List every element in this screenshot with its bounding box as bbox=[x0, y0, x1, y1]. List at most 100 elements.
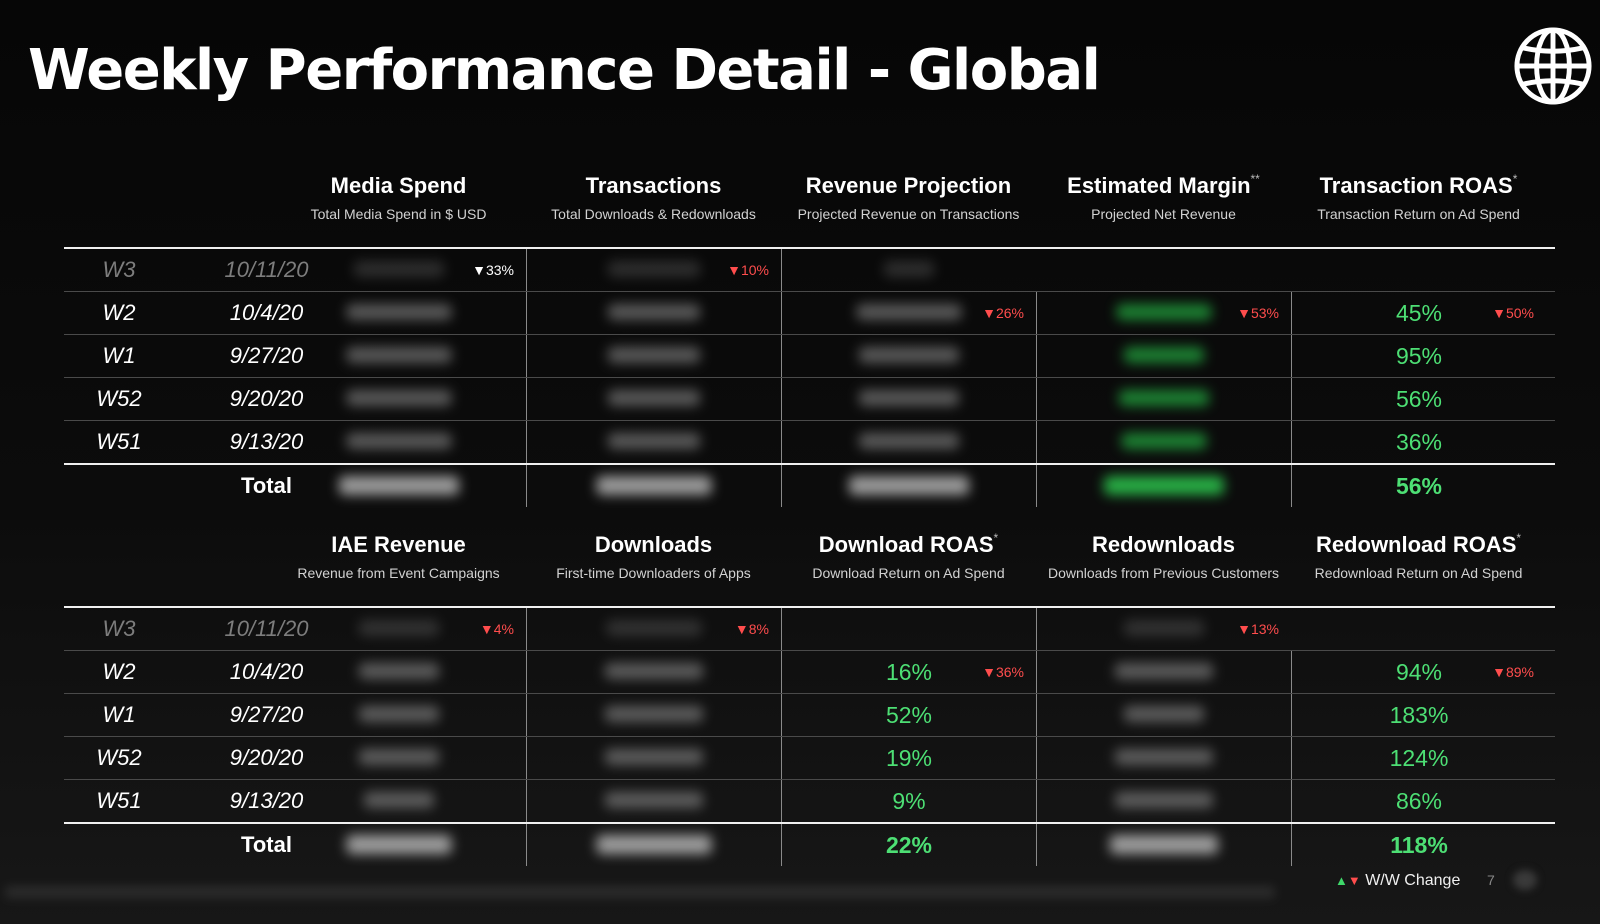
cell-transaction-roas: 45% ▼50% bbox=[1291, 292, 1546, 334]
roas-total-value: 56% bbox=[1395, 473, 1443, 499]
week-label: W1 bbox=[102, 343, 136, 368]
week-date: 9/13/20 bbox=[229, 429, 304, 454]
table-row: W51 9/13/20 9% 86% bbox=[64, 779, 1555, 822]
cell-iae-revenue bbox=[271, 824, 526, 866]
cell-download-roas bbox=[781, 608, 1036, 650]
redacted-value bbox=[1116, 304, 1212, 320]
table-row: W52 9/20/20 56% bbox=[64, 377, 1555, 420]
redacted-value bbox=[346, 347, 451, 363]
cell-redownloads bbox=[1036, 780, 1291, 822]
change-legend: ▲▼ W/W Change bbox=[1335, 872, 1460, 890]
redacted-value bbox=[608, 390, 700, 406]
cell-redownload-roas: 183% bbox=[1291, 694, 1546, 736]
cell-transaction-roas: 36% bbox=[1291, 421, 1546, 463]
performance-table-2: IAE Revenue Revenue from Event Campaigns… bbox=[64, 531, 1555, 866]
redacted-value bbox=[859, 433, 959, 449]
week-date: 9/27/20 bbox=[229, 702, 304, 727]
week-date: 9/13/20 bbox=[229, 788, 304, 813]
ww-change: ▼89% bbox=[1492, 664, 1534, 680]
redacted-value bbox=[1124, 706, 1204, 722]
column-footnote-mark: * bbox=[1512, 172, 1518, 186]
roas-value: 16% bbox=[885, 659, 933, 685]
cell-revenue-projection: ▼26% bbox=[781, 292, 1036, 334]
table-2-header: IAE Revenue Revenue from Event Campaigns… bbox=[64, 531, 1555, 606]
cell-media-spend: ▼33% bbox=[271, 249, 526, 291]
roas-value: 9% bbox=[892, 788, 926, 814]
roas-value: 19% bbox=[885, 745, 933, 771]
cell-iae-revenue bbox=[271, 780, 526, 822]
table-row: W1 9/27/20 52% 183% bbox=[64, 693, 1555, 736]
redacted-value bbox=[1110, 835, 1218, 854]
column-header-iae-revenue: IAE Revenue Revenue from Event Campaigns bbox=[271, 531, 526, 581]
column-header-transaction-roas: Transaction ROAS* Transaction Return on … bbox=[1291, 172, 1546, 222]
column-header-estimated-margin: Estimated Margin** Projected Net Revenue bbox=[1036, 172, 1291, 222]
cell-transactions bbox=[526, 292, 781, 334]
table-row: W2 10/4/20 ▼26% ▼53% 45% ▼50% bbox=[64, 291, 1555, 334]
column-header-downloads: Downloads First-time Downloaders of Apps bbox=[526, 531, 781, 581]
week-date: 10/4/20 bbox=[229, 300, 304, 325]
cell-redownloads bbox=[1036, 651, 1291, 693]
cell-download-roas: 9% bbox=[781, 780, 1036, 822]
redacted-value bbox=[608, 347, 700, 363]
total-label: Total bbox=[241, 832, 292, 857]
table-total-row: Total 56% bbox=[64, 463, 1555, 507]
down-arrow-icon: ▼ bbox=[1347, 873, 1361, 888]
redacted-value bbox=[606, 620, 702, 636]
redacted-value bbox=[358, 706, 439, 722]
cell-redownloads bbox=[1036, 737, 1291, 779]
cell-download-roas: 52% bbox=[781, 694, 1036, 736]
ww-change: ▼26% bbox=[982, 305, 1024, 321]
column-title: Revenue Projection bbox=[805, 173, 1012, 198]
cell-downloads: ▼8% bbox=[526, 608, 781, 650]
column-title: Redownload ROAS bbox=[1315, 532, 1517, 557]
cell-transaction-roas: 56% bbox=[1291, 378, 1546, 420]
week-label: W3 bbox=[102, 257, 136, 282]
cell-redownload-roas: 94% ▼89% bbox=[1291, 651, 1546, 693]
cell-iae-revenue: ▼4% bbox=[271, 608, 526, 650]
column-subtitle: Total Downloads & Redownloads bbox=[551, 206, 756, 222]
cell-revenue-projection bbox=[781, 378, 1036, 420]
roas-value: 95% bbox=[1395, 343, 1443, 369]
redacted-value bbox=[346, 433, 451, 449]
cell-iae-revenue bbox=[271, 694, 526, 736]
redacted-value bbox=[605, 706, 703, 722]
column-footnote-mark: * bbox=[1516, 531, 1522, 545]
column-subtitle: Projected Revenue on Transactions bbox=[797, 206, 1020, 222]
cell-media-spend bbox=[271, 378, 526, 420]
cell-media-spend bbox=[271, 292, 526, 334]
week-date: 9/20/20 bbox=[229, 745, 304, 770]
corner-logo-icon bbox=[1513, 870, 1537, 890]
column-header-download-roas: Download ROAS* Download Return on Ad Spe… bbox=[781, 531, 1036, 581]
ww-change: ▼50% bbox=[1492, 305, 1534, 321]
roas-value: 56% bbox=[1395, 386, 1443, 412]
week-label: W2 bbox=[102, 659, 136, 684]
cell-redownloads bbox=[1036, 824, 1291, 866]
roas-total-value: 118% bbox=[1390, 832, 1448, 858]
roas-total-value: 22% bbox=[885, 832, 933, 858]
cell-estimated-margin: ▼53% bbox=[1036, 292, 1291, 334]
column-subtitle: Revenue from Event Campaigns bbox=[297, 565, 500, 581]
table-row: W2 10/4/20 16% ▼36% 94% ▼89% bbox=[64, 650, 1555, 693]
column-header-redownload-roas: Redownload ROAS* Redownload Return on Ad… bbox=[1291, 531, 1546, 581]
redacted-value bbox=[596, 835, 712, 854]
week-date: 10/4/20 bbox=[229, 659, 304, 684]
column-title: IAE Revenue bbox=[331, 532, 466, 557]
redacted-value bbox=[849, 476, 969, 495]
roas-value: 36% bbox=[1395, 429, 1443, 455]
page-title: Weekly Performance Detail - Global bbox=[28, 38, 1101, 103]
table-total-row: Total 22% 118% bbox=[64, 822, 1555, 866]
redacted-value bbox=[358, 663, 439, 679]
roas-value: 45% bbox=[1395, 300, 1443, 326]
cell-download-roas: 22% bbox=[781, 824, 1036, 866]
cell-downloads bbox=[526, 824, 781, 866]
column-title: Redownloads bbox=[1091, 532, 1235, 557]
redacted-value bbox=[338, 476, 459, 495]
cell-estimated-margin bbox=[1036, 378, 1291, 420]
redacted-value bbox=[859, 347, 959, 363]
week-date: 10/11/20 bbox=[224, 257, 309, 282]
cell-estimated-margin bbox=[1036, 465, 1291, 507]
column-subtitle: First-time Downloaders of Apps bbox=[556, 565, 751, 581]
roas-value: 94% bbox=[1395, 659, 1443, 685]
redacted-value bbox=[856, 304, 962, 320]
ww-change: ▼10% bbox=[727, 262, 769, 278]
